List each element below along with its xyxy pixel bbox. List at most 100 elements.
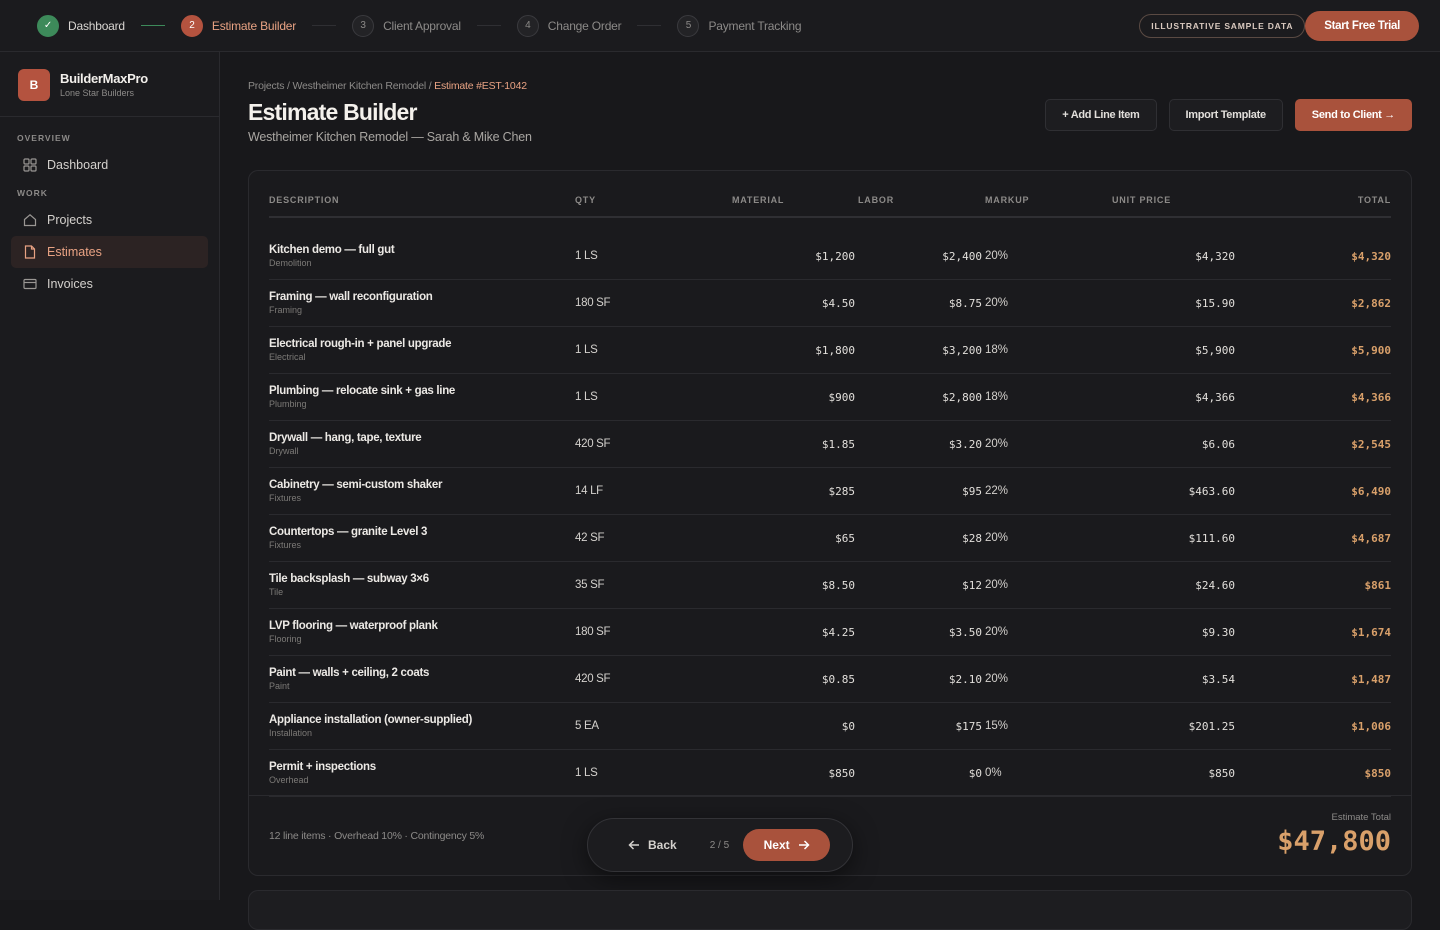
line-item-name: Paint — walls + ceiling, 2 coats [269, 667, 430, 679]
line-item-category: Fixtures [269, 540, 302, 550]
sidebar-item-estimates[interactable]: Estimates [11, 236, 208, 268]
table-row[interactable]: LVP flooring — waterproof plank Flooring 1… [269, 609, 1391, 656]
line-item-qty: 1 LS [575, 250, 598, 262]
grid-icon [23, 158, 37, 172]
table-row[interactable]: Electrical rough-in + panel upgrade Elect… [269, 327, 1391, 374]
line-item-markup: 20% [985, 438, 1009, 450]
page-title: Estimate Builder [248, 99, 418, 125]
line-item-total: $1,006 [1351, 719, 1391, 733]
table-row[interactable]: Kitchen demo — full gut Demolition 1 LS $1,… [269, 233, 1391, 280]
line-item-description: Paint — walls + ceiling, 2 coats Paint [269, 667, 569, 691]
check-icon: ✓ [37, 14, 59, 37]
next-button[interactable]: Next [743, 829, 831, 861]
line-item-name: LVP flooring — waterproof plank [269, 620, 438, 632]
page-subtitle: Westheimer Kitchen Remodel — Sarah & Mik… [248, 130, 532, 144]
home-icon [23, 213, 37, 227]
header-material: MATERIAL [732, 195, 785, 205]
brand-name: BuilderMaxPro [60, 71, 148, 86]
sidebar-item-projects[interactable]: Projects [11, 204, 208, 236]
stepper-connector [476, 25, 501, 26]
arrow-right-icon [798, 840, 810, 850]
stepper-step-payment-tracking[interactable]: 5 Payment Tracking [677, 14, 801, 37]
nav-section-work: WORK [17, 188, 48, 198]
line-item-name: Drywall — hang, tape, texture [269, 432, 422, 444]
line-item-total: $850 [1364, 766, 1392, 780]
line-item-material: $1.85 [821, 437, 855, 451]
line-item-name: Plumbing — relocate sink + gas line [269, 385, 456, 397]
estimate-total-value: $47,800 [1277, 826, 1391, 857]
secondary-card [248, 890, 1412, 930]
line-item-material: $65 [835, 531, 855, 545]
line-item-material: $850 [828, 766, 856, 780]
line-item-markup: 22% [985, 485, 1009, 497]
line-item-labor: $3.50 [948, 625, 982, 639]
table-row[interactable]: Cabinetry — semi-custom shaker Fixtures 14… [269, 468, 1391, 515]
line-item-category: Tile [269, 587, 284, 597]
sidebar-item-dashboard[interactable]: Dashboard [11, 149, 208, 181]
line-item-labor: $175 [955, 719, 983, 733]
sidebar-item-label: Estimates [47, 245, 102, 259]
step-number: 4 [516, 14, 539, 37]
stepper-label: Change Order [547, 18, 622, 33]
line-item-name: Tile backsplash — subway 3×6 [269, 573, 429, 585]
stepper-step-change-order[interactable]: 4 Change Order [516, 14, 622, 37]
header-description: DESCRIPTION [269, 195, 340, 205]
stepper-step-estimate-builder[interactable]: 2 Estimate Builder [180, 14, 297, 37]
sample-data-badge: ILLUSTRATIVE SAMPLE DATA [1139, 13, 1306, 38]
table-row[interactable]: Tile backsplash — subway 3×6 Tile 35 SF $8.… [269, 562, 1391, 609]
stepper-step-client-approval[interactable]: 3 Client Approval [352, 14, 461, 37]
stepper-label: Estimate Builder [211, 18, 297, 33]
header-markup: MARKUP [985, 195, 1030, 205]
table-row[interactable]: Framing — wall reconfiguration Framing 180… [269, 280, 1391, 327]
add-line-item-button[interactable]: + Add Line Item [1045, 99, 1157, 131]
page-indicator: 2 / 5 [709, 839, 730, 851]
breadcrumb-project[interactable]: Westheimer Kitchen Remodel [292, 80, 427, 92]
line-item-markup: 20% [985, 250, 1009, 262]
table-row[interactable]: Permit + inspections Overhead 1 LS $850 $0 0%… [269, 750, 1391, 797]
line-item-name: Permit + inspections [269, 761, 376, 773]
line-item-name: Electrical rough-in + panel upgrade [269, 338, 452, 350]
line-item-category: Drywall [269, 446, 299, 456]
line-item-markup: 20% [985, 297, 1009, 309]
line-item-labor: $28 [962, 531, 982, 545]
table-row[interactable]: Paint — walls + ceiling, 2 coats Paint 420… [269, 656, 1391, 703]
start-free-trial-button[interactable]: Start Free Trial [1305, 10, 1419, 41]
estimate-total-label: Estimate Total [1331, 812, 1392, 823]
line-item-material: $4.25 [821, 625, 855, 639]
line-item-markup: 20% [985, 626, 1009, 638]
table-row[interactable]: Appliance installation (owner-supplied) I… [269, 703, 1391, 750]
line-item-labor: $0 [968, 766, 982, 780]
sidebar-item-invoices[interactable]: Invoices [11, 268, 208, 300]
line-item-labor: $3,200 [942, 343, 982, 357]
stepper-step-dashboard[interactable]: ✓ Dashboard [37, 14, 125, 37]
back-button[interactable]: Back [628, 838, 677, 852]
line-item-unit-price: $4,320 [1195, 249, 1235, 263]
top-stepper-bar: ✓ Dashboard 2 Estimate Builder 3 Client Appro… [0, 0, 1440, 52]
table-row[interactable]: Drywall — hang, tape, texture Drywall 420 … [269, 421, 1391, 468]
table-row[interactable]: Plumbing — relocate sink + gas line Plumb… [269, 374, 1391, 421]
line-item-qty: 1 LS [575, 344, 598, 356]
line-item-unit-price: $4,366 [1195, 390, 1235, 404]
line-item-total: $5,900 [1351, 343, 1391, 357]
line-item-unit-price: $6.06 [1201, 437, 1235, 451]
line-item-unit-price: $5,900 [1195, 343, 1235, 357]
breadcrumb-projects[interactable]: Projects [248, 80, 285, 92]
line-item-markup: 15% [985, 720, 1009, 732]
line-item-qty: 420 SF [575, 438, 611, 450]
sidebar-item-label: Invoices [47, 277, 93, 291]
line-item-description: LVP flooring — waterproof plank Flooring [269, 620, 569, 644]
send-to-client-button[interactable]: Send to Client → [1294, 99, 1412, 131]
line-item-description: Framing — wall reconfiguration Framing [269, 291, 569, 315]
line-item-qty: 35 SF [575, 579, 605, 591]
line-item-name: Countertops — granite Level 3 [269, 526, 428, 538]
line-item-category: Electrical [269, 352, 306, 362]
import-template-button[interactable]: Import Template [1168, 99, 1283, 131]
line-item-total: $6,490 [1351, 484, 1391, 498]
line-item-markup: 20% [985, 579, 1009, 591]
line-item-labor: $2,800 [942, 390, 982, 404]
line-item-unit-price: $24.60 [1195, 578, 1235, 592]
line-item-total: $2,862 [1351, 296, 1391, 310]
table-row[interactable]: Countertops — granite Level 3 Fixtures 42 … [269, 515, 1391, 562]
line-item-qty: 5 EA [575, 720, 599, 732]
line-item-markup: 0% [985, 767, 1002, 779]
